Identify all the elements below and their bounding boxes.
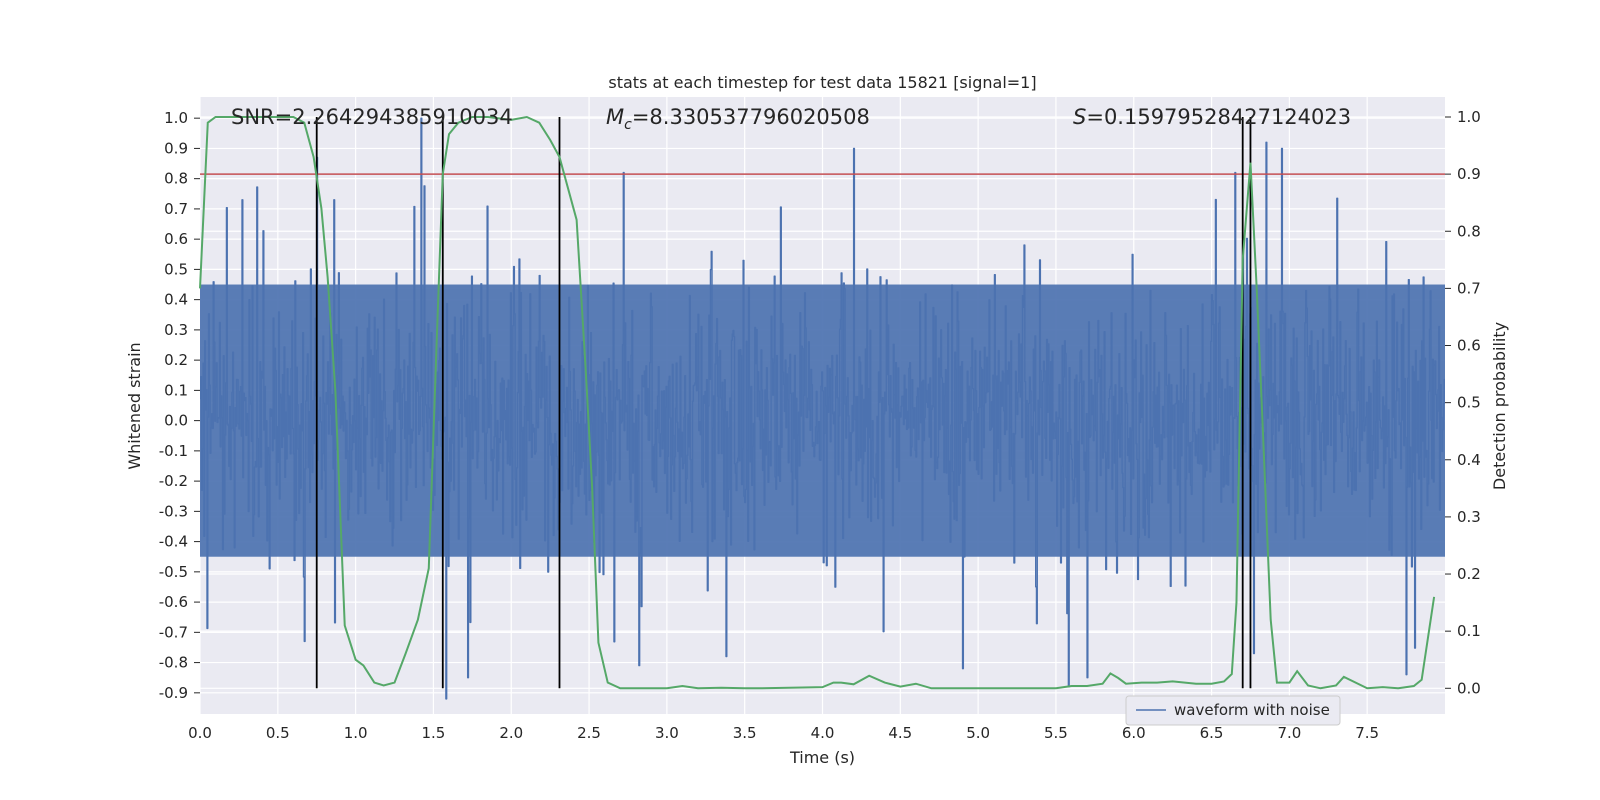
y-left-tick-label: -0.9 <box>159 684 188 702</box>
y-left-tick-label: 0.8 <box>164 170 188 188</box>
y-left-tick-label: 0.0 <box>164 412 188 430</box>
s-value: =0.15979528427124023 <box>1086 105 1351 129</box>
x-tick-label: 5.0 <box>966 724 990 742</box>
y-right-tick-label: 0.5 <box>1457 394 1481 412</box>
y-left-tick-label: -0.8 <box>159 654 188 672</box>
y-right-tick-label: 0.1 <box>1457 622 1481 640</box>
x-tick-label: 3.0 <box>655 724 679 742</box>
x-tick-label: 1.5 <box>422 724 446 742</box>
x-tick-label: 4.0 <box>811 724 835 742</box>
y-left-tick-label: -0.1 <box>159 442 188 460</box>
y-left-tick-label: 0.9 <box>164 139 188 157</box>
x-tick-label: 0.0 <box>188 724 212 742</box>
y-left-tick-label: 0.7 <box>164 200 188 218</box>
event-lines <box>315 116 1252 689</box>
y-left-tick-label: -0.4 <box>159 533 188 551</box>
y-left-tick-label: 0.1 <box>164 381 188 399</box>
y-left-tick-label: 0.5 <box>164 260 188 278</box>
x-tick-label: 2.0 <box>499 724 523 742</box>
y-right-tick-label: 0.6 <box>1457 337 1481 355</box>
x-axis-ticks: 0.0 0.5 1.0 1.5 2.0 2.5 3.0 3.5 4.0 4.5 5.0 5.5 6.0 6… <box>188 724 1379 742</box>
y-left-tick-label: 1.0 <box>164 109 188 127</box>
x-tick-label: 0.5 <box>266 724 290 742</box>
x-tick-label: 6.0 <box>1122 724 1146 742</box>
chart-title: stats at each timestep for test data 158… <box>608 73 1036 92</box>
x-tick-label: 7.0 <box>1277 724 1301 742</box>
y-left-tick-label: 0.4 <box>164 291 188 309</box>
y-right-axis-label: Detection probability <box>1490 322 1509 490</box>
legend: waveform with noise <box>1125 695 1341 726</box>
x-tick-label: 4.5 <box>888 724 912 742</box>
y-right-tick-label: 1.0 <box>1457 108 1481 126</box>
s-annotation: S=0.15979528427124023 <box>1073 105 1351 129</box>
mc-subscript: c <box>624 117 632 133</box>
mc-value: =8.330537796020508 <box>632 105 870 129</box>
y-left-tick-label: 0.2 <box>164 351 188 369</box>
y-right-tick-label: 0.7 <box>1457 279 1481 297</box>
y-right-tick-label: 0.8 <box>1457 222 1481 240</box>
y-left-tick-label: 0.3 <box>164 321 188 339</box>
probability-series-line <box>199 115 1436 690</box>
x-tick-label: 7.5 <box>1355 724 1379 742</box>
x-tick-label: 1.0 <box>344 724 368 742</box>
y-left-tick-label: 0.6 <box>164 230 188 248</box>
x-tick-label: 6.5 <box>1200 724 1224 742</box>
snr-annotation: SNR=2.264294385910034 <box>231 105 513 129</box>
x-tick-label: 2.5 <box>577 724 601 742</box>
y-right-tick-label: 0.4 <box>1457 451 1481 469</box>
x-tick-label: 3.5 <box>733 724 757 742</box>
y-left-tick-label: -0.5 <box>159 563 188 581</box>
y-left-tick-label: -0.3 <box>159 502 188 520</box>
y-right-tick-label: 0.0 <box>1457 679 1481 697</box>
y-left-tick-label: -0.2 <box>159 472 188 490</box>
s-symbol: S <box>1073 105 1086 129</box>
x-axis-label: Time (s) <box>789 748 855 767</box>
y-right-axis-ticks: 1.0 0.9 0.8 0.7 0.6 0.5 0.4 0.3 0.2 0.1 0.0 <box>1445 108 1481 697</box>
y-left-tick-label: -0.6 <box>159 593 188 611</box>
y-left-axis-ticks: 1.0 0.9 0.8 0.7 0.6 0.5 0.4 0.3 0.2 0.1 0.0 -0.1 -0.… <box>159 109 200 702</box>
mc-annotation: Mc=8.330537796020508 <box>606 105 870 133</box>
y-right-tick-label: 0.9 <box>1457 165 1481 183</box>
y-right-tick-label: 0.3 <box>1457 508 1481 526</box>
y-left-axis-label: Whitened strain <box>125 342 144 469</box>
y-left-tick-label: -0.7 <box>159 623 188 641</box>
x-tick-label: 5.5 <box>1044 724 1068 742</box>
y-right-tick-label: 0.2 <box>1457 565 1481 583</box>
legend-label: waveform with noise <box>1174 701 1330 719</box>
legend-box <box>1125 695 1341 726</box>
mc-symbol: M <box>606 105 624 129</box>
